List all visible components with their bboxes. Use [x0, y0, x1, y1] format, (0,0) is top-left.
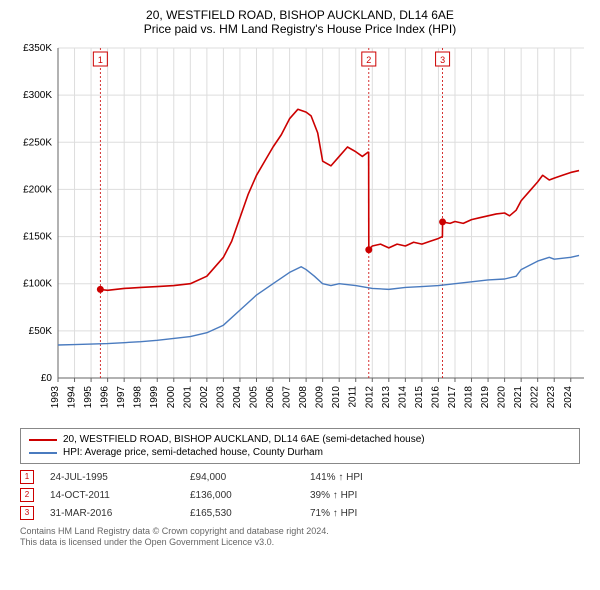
sale-row: 2 14-OCT-2011£136,00039% ↑ HPI [20, 486, 580, 504]
legend-item: 20, WESTFIELD ROAD, BISHOP AUCKLAND, DL1… [29, 433, 571, 446]
svg-text:1993: 1993 [50, 386, 61, 409]
svg-text:2005: 2005 [248, 386, 259, 409]
sales-table: 1 24-JUL-1995£94,000141% ↑ HPI 2 14-OCT-201… [20, 468, 580, 522]
svg-text:1996: 1996 [100, 386, 111, 409]
svg-text:2003: 2003 [215, 386, 226, 409]
svg-text:2018: 2018 [464, 386, 475, 409]
svg-text:2020: 2020 [497, 386, 508, 409]
svg-text:£300K: £300K [23, 90, 52, 101]
svg-text:1998: 1998 [133, 386, 144, 409]
legend-swatch [29, 439, 57, 441]
svg-text:2015: 2015 [414, 386, 425, 409]
sale-marker-badge: 1 [20, 470, 34, 484]
svg-text:£350K: £350K [23, 43, 52, 54]
chart-plot-area: £0 £50K £100K £150K £200K £250K £300K £350K 1993… [10, 42, 590, 422]
svg-text:2006: 2006 [265, 386, 276, 409]
svg-text:2: 2 [366, 55, 371, 65]
svg-text:2013: 2013 [381, 386, 392, 409]
svg-text:2022: 2022 [530, 386, 541, 409]
chart-subtitle: Price paid vs. HM Land Registry's House … [10, 22, 590, 36]
sale-date: 14-OCT-2011 [50, 490, 190, 501]
sale-price: £94,000 [190, 472, 310, 483]
sale-row: 1 24-JUL-1995£94,000141% ↑ HPI [20, 468, 580, 486]
sale-hpi-delta: 71% ↑ HPI [310, 508, 580, 519]
svg-text:£150K: £150K [23, 232, 52, 243]
legend-label: 20, WESTFIELD ROAD, BISHOP AUCKLAND, DL1… [63, 434, 425, 445]
svg-text:2023: 2023 [546, 386, 557, 409]
svg-text:1: 1 [98, 55, 103, 65]
legend-box: 20, WESTFIELD ROAD, BISHOP AUCKLAND, DL1… [20, 428, 580, 464]
svg-text:2001: 2001 [182, 386, 193, 409]
legend-item: HPI: Average price, semi-detached house,… [29, 446, 571, 459]
chart-svg: £0 £50K £100K £150K £200K £250K £300K £350K 1993… [10, 42, 590, 422]
svg-text:2004: 2004 [232, 386, 243, 409]
svg-text:2002: 2002 [199, 386, 210, 409]
sale-price: £136,000 [190, 490, 310, 501]
svg-text:£100K: £100K [23, 279, 52, 290]
svg-text:1999: 1999 [149, 386, 160, 409]
sale-date: 24-JUL-1995 [50, 472, 190, 483]
sale-date: 31-MAR-2016 [50, 508, 190, 519]
footer-line-2: This data is licensed under the Open Gov… [20, 537, 580, 548]
svg-text:£200K: £200K [23, 184, 52, 195]
sale-marker-badge: 2 [20, 488, 34, 502]
footer-attribution: Contains HM Land Registry data © Crown c… [20, 526, 580, 549]
svg-text:2000: 2000 [166, 386, 177, 409]
svg-text:2014: 2014 [397, 386, 408, 409]
sale-hpi-delta: 39% ↑ HPI [310, 490, 580, 501]
svg-text:2021: 2021 [513, 386, 524, 409]
svg-text:2008: 2008 [298, 386, 309, 409]
svg-text:2011: 2011 [348, 386, 359, 408]
chart-container: 20, WESTFIELD ROAD, BISHOP AUCKLAND, DL1… [0, 0, 600, 590]
svg-text:2010: 2010 [331, 386, 342, 409]
sale-row: 3 31-MAR-2016£165,53071% ↑ HPI [20, 504, 580, 522]
svg-text:3: 3 [440, 55, 445, 65]
svg-text:2012: 2012 [364, 386, 375, 409]
svg-text:2007: 2007 [282, 386, 293, 409]
chart-title-address: 20, WESTFIELD ROAD, BISHOP AUCKLAND, DL1… [10, 8, 590, 22]
svg-text:2016: 2016 [430, 386, 441, 409]
svg-text:2009: 2009 [315, 386, 326, 409]
svg-text:£0: £0 [41, 373, 53, 384]
sale-marker-badge: 3 [20, 506, 34, 520]
legend-swatch [29, 452, 57, 454]
svg-text:1994: 1994 [67, 386, 78, 409]
footer-line-1: Contains HM Land Registry data © Crown c… [20, 526, 580, 537]
svg-text:1995: 1995 [83, 386, 94, 409]
svg-text:2019: 2019 [480, 386, 491, 409]
sale-price: £165,530 [190, 508, 310, 519]
svg-text:2024: 2024 [563, 386, 574, 409]
svg-text:£50K: £50K [29, 326, 53, 337]
svg-text:1997: 1997 [116, 386, 127, 409]
svg-text:2017: 2017 [447, 386, 458, 409]
legend-label: HPI: Average price, semi-detached house,… [63, 447, 323, 458]
sale-hpi-delta: 141% ↑ HPI [310, 472, 580, 483]
svg-text:£250K: £250K [23, 137, 52, 148]
